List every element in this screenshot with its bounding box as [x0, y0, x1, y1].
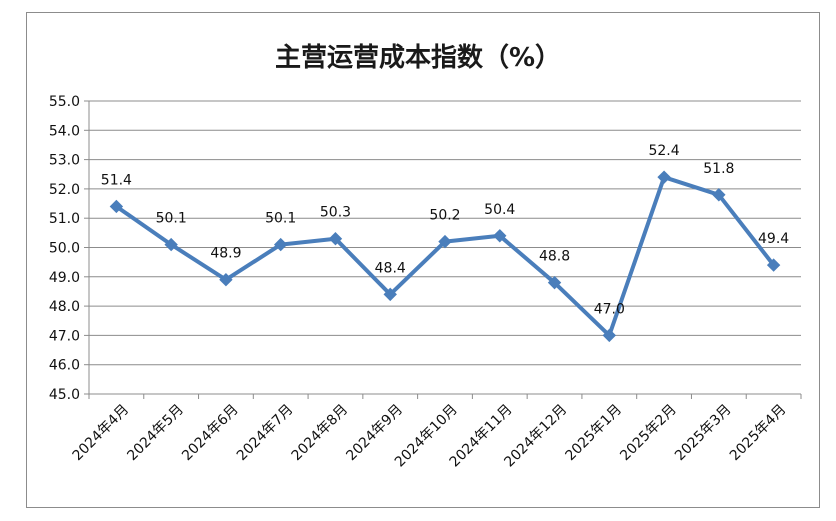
- y-tick-label: 52.0: [49, 182, 80, 198]
- x-tick-label: 2024年8月: [289, 402, 352, 465]
- data-label: 47.0: [594, 301, 625, 317]
- data-label: 51.4: [101, 172, 132, 188]
- data-label: 50.1: [265, 211, 296, 227]
- data-point-marker: [109, 199, 124, 214]
- x-tick-label: 2024年7月: [234, 402, 297, 465]
- x-tick-label: 2024年4月: [70, 402, 133, 465]
- data-label: 50.1: [156, 211, 187, 227]
- data-label: 48.4: [375, 260, 406, 276]
- chart-title: 主营运营成本指数（%）: [275, 43, 561, 73]
- x-tick-label: 2024年5月: [124, 402, 187, 465]
- data-point-marker: [602, 328, 617, 343]
- data-point-marker: [493, 229, 507, 243]
- data-point-marker: [438, 234, 452, 249]
- y-tick-label: 50.0: [49, 241, 80, 257]
- y-tick-label: 46.0: [49, 358, 80, 374]
- y-tick-labels: 45.0 46.0 47.0 48.0 49.0 50.0 51.0 52.0 53.0 54.0…: [49, 94, 80, 403]
- y-tick-label: 47.0: [49, 328, 80, 344]
- data-point-marker: [164, 237, 178, 252]
- data-label: 48.8: [539, 249, 570, 265]
- data-point-marker: [657, 170, 671, 184]
- y-tick-label: 54.0: [49, 123, 80, 139]
- data-point-marker: [383, 287, 397, 302]
- data-label: 51.8: [703, 161, 734, 177]
- y-tick-label: 55.0: [49, 94, 80, 110]
- data-point-marker: [219, 273, 233, 287]
- x-tick-label: 2025年1月: [563, 402, 626, 465]
- y-tick-label: 49.0: [49, 270, 80, 286]
- data-label: 50.3: [320, 205, 351, 221]
- data-label: 50.2: [429, 208, 460, 224]
- data-point-marker: [328, 232, 343, 246]
- x-tick-label: 2025年4月: [727, 402, 790, 465]
- data-point-marker: [712, 188, 726, 202]
- y-tick-label: 45.0: [49, 387, 80, 403]
- data-point-marker: [766, 258, 781, 272]
- y-tick-label: 53.0: [49, 153, 80, 169]
- data-label: 49.4: [758, 231, 789, 247]
- data-label: 52.4: [648, 143, 679, 159]
- data-label: 50.4: [484, 202, 515, 218]
- x-tick-label: 2024年6月: [179, 402, 242, 465]
- data-point-marker: [547, 275, 562, 290]
- gridlines: [89, 100, 801, 395]
- series: [109, 170, 781, 343]
- data-labels: 51.4 50.1 48.9 50.1 50.3 48.4 50.2 50.4 48.8 47.0…: [101, 143, 789, 317]
- chart-frame: [26, 12, 820, 508]
- y-tick-label: 51.0: [49, 211, 80, 227]
- data-label: 48.9: [210, 246, 241, 262]
- x-tick-label: 2025年2月: [617, 402, 680, 465]
- x-tick-label: 2025年3月: [672, 402, 735, 465]
- y-tick-label: 48.0: [49, 299, 80, 315]
- x-tick-labels: 2024年4月2024年5月2024年6月2024年7月2024年8月2024年…: [70, 402, 790, 471]
- data-point-marker: [273, 237, 288, 252]
- axes: [84, 100, 802, 399]
